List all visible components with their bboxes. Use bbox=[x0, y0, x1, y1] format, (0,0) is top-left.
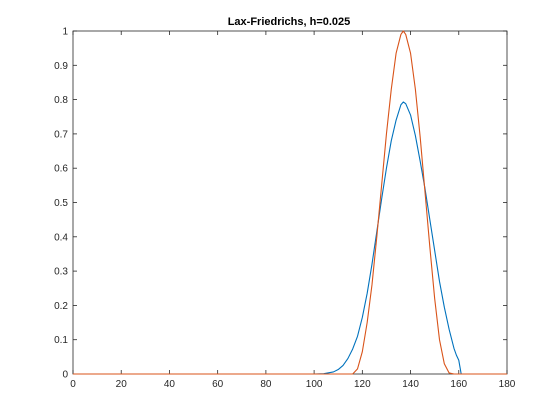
y-tick-label: 0.5 bbox=[54, 198, 68, 209]
chart-title: Lax-Friedrichs, h=0.025 bbox=[228, 16, 351, 28]
x-tick-label: 140 bbox=[402, 379, 419, 390]
axes-box bbox=[72, 30, 508, 375]
x-tick-label: 160 bbox=[450, 379, 467, 390]
y-tick-label: 0.8 bbox=[54, 95, 68, 106]
x-tick-label: 40 bbox=[164, 379, 176, 390]
x-tick-label: 120 bbox=[354, 379, 371, 390]
y-tick-label: 0 bbox=[62, 370, 68, 381]
y-tick-label: 0.3 bbox=[54, 267, 68, 278]
x-tick-label: 20 bbox=[116, 379, 128, 390]
x-tick-label: 100 bbox=[306, 379, 323, 390]
series-line-1 bbox=[73, 101, 507, 375]
y-tick-label: 0.7 bbox=[54, 129, 68, 140]
x-tick-label: 60 bbox=[212, 379, 224, 390]
x-tick-label: 180 bbox=[499, 379, 516, 390]
plot-area: 0 20 40 60 80 100 120 140 160 180 0 0.1 0.2 0.3 0.4 0.5… bbox=[54, 27, 516, 391]
y-tick-label: 0.9 bbox=[54, 61, 68, 72]
y-tick-label: 0.1 bbox=[54, 335, 68, 346]
x-tick-label: 80 bbox=[260, 379, 272, 390]
y-tick-label: 0.2 bbox=[54, 301, 68, 312]
x-tick-label: 0 bbox=[70, 379, 76, 390]
y-tick-label: 0.4 bbox=[54, 232, 68, 243]
y-tick-label: 1 bbox=[62, 27, 68, 38]
y-tick-label: 0.6 bbox=[54, 164, 68, 175]
series-line-2 bbox=[73, 30, 507, 375]
